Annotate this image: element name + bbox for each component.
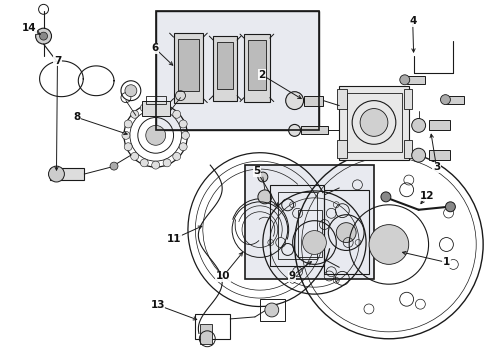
Circle shape — [140, 104, 148, 112]
Text: 4: 4 — [409, 16, 416, 26]
Text: 8: 8 — [74, 112, 81, 122]
Bar — [278, 192, 318, 260]
Bar — [446, 96, 465, 104]
Text: 1: 1 — [443, 257, 450, 267]
Circle shape — [36, 28, 51, 44]
Bar — [337, 140, 347, 158]
Text: 2: 2 — [258, 70, 266, 80]
Bar — [270, 185, 324, 266]
Circle shape — [265, 303, 279, 317]
Circle shape — [336, 223, 356, 243]
Circle shape — [49, 166, 64, 182]
Bar — [303, 96, 323, 105]
Bar — [156, 11, 319, 130]
Bar — [49, 168, 84, 180]
Circle shape — [360, 109, 388, 136]
Circle shape — [131, 110, 139, 118]
Text: 14: 14 — [22, 23, 36, 33]
Bar — [200, 324, 212, 344]
Bar — [217, 42, 233, 89]
Bar — [177, 39, 199, 91]
Bar — [429, 150, 450, 160]
Bar — [248, 40, 266, 90]
Circle shape — [369, 225, 409, 264]
Bar — [337, 89, 347, 109]
Bar — [196, 314, 230, 339]
Bar — [142, 100, 170, 116]
Text: 13: 13 — [150, 300, 165, 310]
Text: 10: 10 — [216, 271, 230, 281]
Circle shape — [173, 110, 181, 118]
Bar — [173, 33, 203, 103]
Bar — [339, 86, 409, 160]
Circle shape — [131, 152, 139, 160]
Circle shape — [124, 120, 132, 128]
Text: 5: 5 — [253, 166, 261, 176]
Circle shape — [400, 75, 410, 85]
Bar — [407, 76, 425, 84]
Circle shape — [179, 120, 187, 128]
Bar — [156, 11, 319, 130]
Circle shape — [163, 104, 171, 112]
Bar — [404, 140, 412, 158]
Bar — [146, 96, 166, 104]
Circle shape — [412, 148, 426, 162]
Circle shape — [110, 162, 118, 170]
Bar — [300, 126, 328, 134]
Circle shape — [302, 231, 326, 255]
Circle shape — [258, 172, 268, 182]
Circle shape — [125, 85, 137, 96]
Circle shape — [381, 192, 391, 202]
Circle shape — [445, 202, 455, 212]
Bar — [213, 36, 237, 100]
Text: 6: 6 — [151, 43, 158, 53]
Circle shape — [441, 95, 450, 105]
Text: 11: 11 — [167, 234, 182, 244]
Bar — [429, 121, 450, 130]
Text: 12: 12 — [419, 191, 434, 201]
Bar — [244, 34, 270, 102]
Bar — [260, 299, 285, 321]
Circle shape — [146, 125, 166, 145]
Bar — [404, 89, 412, 109]
Circle shape — [163, 159, 171, 167]
Circle shape — [258, 190, 272, 204]
Text: 3: 3 — [433, 162, 440, 172]
Bar — [347, 93, 402, 152]
Circle shape — [124, 143, 132, 151]
Circle shape — [412, 118, 426, 132]
Circle shape — [179, 143, 187, 151]
Bar — [324, 190, 369, 274]
Circle shape — [152, 102, 160, 109]
Circle shape — [122, 131, 130, 139]
Circle shape — [40, 32, 48, 40]
Circle shape — [181, 131, 190, 139]
Bar — [297, 210, 322, 257]
Bar — [245, 165, 374, 279]
Circle shape — [286, 92, 303, 109]
Circle shape — [152, 161, 160, 169]
Circle shape — [289, 125, 300, 136]
Circle shape — [173, 152, 181, 160]
Text: 9: 9 — [288, 271, 295, 281]
Circle shape — [140, 159, 148, 167]
Text: 7: 7 — [54, 56, 61, 66]
